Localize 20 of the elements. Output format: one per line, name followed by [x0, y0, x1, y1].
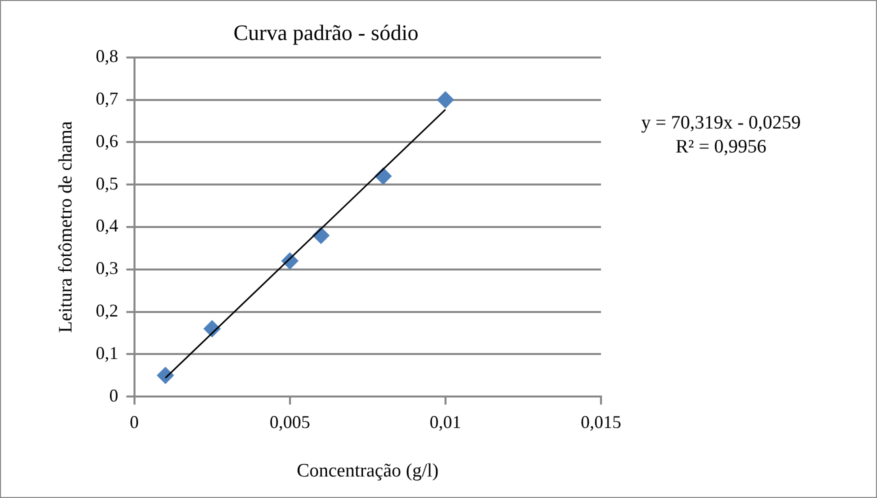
y-tick-label: 0,4 [96, 216, 118, 236]
text: y = 70,319x - 0,0259 [641, 112, 801, 134]
y-tick-label: 0,6 [96, 130, 118, 151]
y-tick-label: 0,1 [96, 342, 118, 363]
y-tick-label: 0,5 [96, 173, 118, 194]
y-tick-label: 0,8 [96, 46, 118, 66]
y-tick-label: 0,2 [96, 300, 118, 321]
point [156, 366, 174, 384]
y-axis-title: Leitura fotômetro de chama [55, 120, 76, 333]
x-tick-label: 0,01 [430, 412, 462, 432]
x-axis-title: Concentração (g/l) [296, 460, 439, 482]
x-tick-label: 0 [130, 412, 139, 432]
y-tick-label: 0,3 [96, 258, 118, 278]
point [436, 91, 454, 108]
x-tick-label: 0,005 [270, 412, 310, 432]
x-tick-label: 0,015 [580, 412, 622, 432]
y-tick-label: 0 [109, 385, 118, 406]
chart-title: Curva padrão - sódio [233, 20, 419, 45]
y-tick-label: 0,7 [96, 88, 118, 109]
text: R² = 0,9956 [676, 136, 766, 158]
